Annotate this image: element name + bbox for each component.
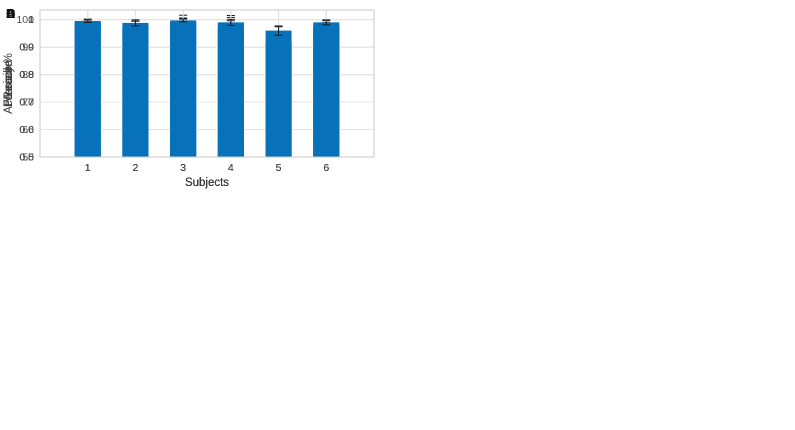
y-tick-label: 50 xyxy=(22,152,34,164)
x-axis-label: Subjects xyxy=(185,177,229,189)
error-bar xyxy=(83,19,92,23)
x-tick-label: 1 xyxy=(85,162,91,174)
panel-d-accuracy-chart: 50 60 70 80 90 100 1 2 3 4 5 6 Subjects Accuracy % D xyxy=(0,0,397,215)
panel-letter: D xyxy=(6,6,15,21)
x-tick-label: 3 xyxy=(180,162,186,174)
error-bar xyxy=(131,19,140,27)
x-axis-label: Subjects xyxy=(185,177,229,189)
y-tick-label: 70 xyxy=(22,97,34,109)
error-bar xyxy=(226,18,235,26)
x-tick-label: 4 xyxy=(228,162,234,174)
x-tick-label: 3 xyxy=(180,162,186,174)
error-bar xyxy=(179,18,188,23)
y-tick-label: 80 xyxy=(22,69,34,81)
x-tick-label: 4 xyxy=(228,162,234,174)
bar-subject-1 xyxy=(74,20,101,157)
y-axis-label: Precision xyxy=(3,60,15,107)
x-tick-label: 2 xyxy=(133,162,139,174)
y-tick-label: 60 xyxy=(22,124,34,136)
error-bar xyxy=(274,25,283,36)
x-tick-label: 5 xyxy=(276,162,282,174)
y-tick-label: 0.5 xyxy=(19,152,34,164)
plot-box xyxy=(39,9,375,158)
y-tick-label: 1 xyxy=(28,14,34,26)
x-tick-label: 3 xyxy=(180,162,186,174)
y-tick-label: 0.6 xyxy=(19,124,34,136)
y-tick-label: 0.8 xyxy=(19,69,34,81)
x-tick-label: 2 xyxy=(133,162,139,174)
bar-subject-4 xyxy=(217,22,244,157)
y-tick-label: 100 xyxy=(16,14,34,26)
x-tick-label: 6 xyxy=(323,162,329,174)
x-tick-label: 2 xyxy=(133,162,139,174)
y-tick-label: 1 xyxy=(28,14,34,26)
bar-subject-6 xyxy=(313,22,340,157)
bar-subject-2 xyxy=(122,22,149,158)
x-tick-label: 5 xyxy=(276,162,282,174)
y-axis-label: Accuracy % xyxy=(3,53,15,114)
y-tick-label: 0.9 xyxy=(19,42,34,54)
x-tick-label: 2 xyxy=(133,162,139,174)
x-tick-label: 4 xyxy=(228,162,234,174)
bar-subject-5 xyxy=(265,30,292,158)
x-axis-label: Subjects xyxy=(185,177,229,189)
error-bar xyxy=(322,19,331,26)
x-axis-label: Subjects xyxy=(185,177,229,189)
x-tick-label: 5 xyxy=(276,162,282,174)
y-tick-label: 0.7 xyxy=(19,97,34,109)
panel-letter: A xyxy=(6,6,16,21)
y-tick-label: 0.6 xyxy=(19,124,34,136)
x-tick-label: 3 xyxy=(180,162,186,174)
x-tick-label: 6 xyxy=(323,162,329,174)
bar-subject-3 xyxy=(170,20,197,158)
y-tick-label: 0.8 xyxy=(19,69,34,81)
y-tick-label: 0.6 xyxy=(19,124,34,136)
y-axis-label: F1-score xyxy=(3,61,15,106)
x-tick-label: 1 xyxy=(85,162,91,174)
y-tick-label: 0.7 xyxy=(19,97,34,109)
x-tick-label: 4 xyxy=(228,162,234,174)
y-tick-label: 1 xyxy=(28,14,34,26)
x-tick-label: 1 xyxy=(85,162,91,174)
panel-letter: B xyxy=(6,6,15,21)
x-tick-label: 1 xyxy=(85,162,91,174)
panel-letter: C xyxy=(6,6,16,21)
y-tick-label: 0.9 xyxy=(19,42,34,54)
y-axis-label: Recall xyxy=(3,68,15,100)
y-tick-label: 0.5 xyxy=(19,152,34,164)
y-tick-label: 0.8 xyxy=(19,69,34,81)
y-tick-label: 90 xyxy=(22,42,34,54)
x-tick-label: 6 xyxy=(323,162,329,174)
x-tick-label: 6 xyxy=(323,162,329,174)
y-tick-label: 0.5 xyxy=(19,152,34,164)
y-tick-label: 0.7 xyxy=(19,97,34,109)
x-tick-label: 5 xyxy=(276,162,282,174)
y-tick-label: 0.9 xyxy=(19,42,34,54)
